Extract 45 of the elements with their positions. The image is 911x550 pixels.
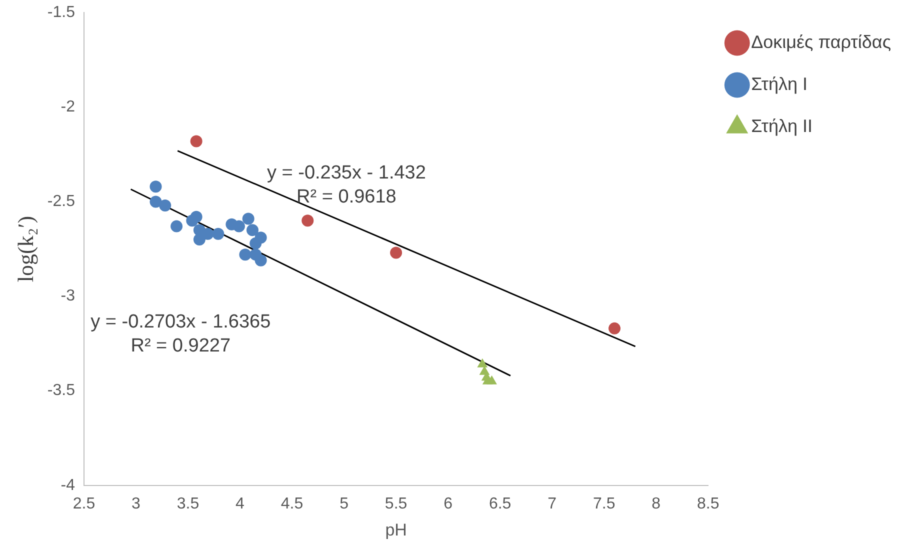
legend-label: Στήλη Ι [751,74,808,94]
point [242,212,254,225]
y-axis-title: log(k₂′) [12,216,38,282]
point [159,200,172,212]
point [186,214,198,227]
x-tick-label: 7.5 [592,495,616,512]
x-tick-label: 3 [132,495,141,512]
point [193,234,206,246]
y-tick-label: -1.5 [47,4,76,22]
x-tick-label: 2.5 [72,495,96,512]
x-tick-label: 8 [652,495,661,512]
point [232,220,245,232]
legend-label: Δοκιμές παρτίδας [751,32,892,52]
y-tick-label: -4 [60,476,76,494]
y-tick-label: -3.5 [47,382,76,400]
point [250,237,262,250]
x-tick-label: 8.5 [697,495,720,512]
point [190,135,202,148]
x-tick-label: 4 [236,495,245,512]
legend-label: Στήλη ΙΙ [751,116,813,136]
point [239,248,252,261]
x-tick-label: 4.5 [280,495,304,512]
point [608,322,621,334]
point [170,220,183,232]
y-tick-label: -2 [60,98,76,116]
point [390,246,402,259]
x-tick-label: 3.5 [176,495,200,512]
point [254,254,267,266]
x-axis-title: pH [385,520,407,540]
point [150,196,162,208]
point [477,358,488,368]
annotation: y = -0.235x - 1.432 R² = 0.9618 [266,162,426,208]
y-tick-label: -2.5 [47,193,76,210]
x-tick-label: 6 [444,495,453,512]
point [246,224,258,236]
point [212,228,224,240]
point [202,228,214,240]
point [150,180,162,193]
x-tick-label: 5.5 [384,495,408,512]
x-tick-label: 7 [548,495,557,512]
x-tick-label: 6.5 [488,495,512,512]
point [302,214,314,227]
annotation: y = -0.2703x - 1.6365 R² = 0.9227 [90,311,271,356]
x-tick-label: 5 [340,495,349,512]
y-tick-label: -3 [60,288,76,305]
